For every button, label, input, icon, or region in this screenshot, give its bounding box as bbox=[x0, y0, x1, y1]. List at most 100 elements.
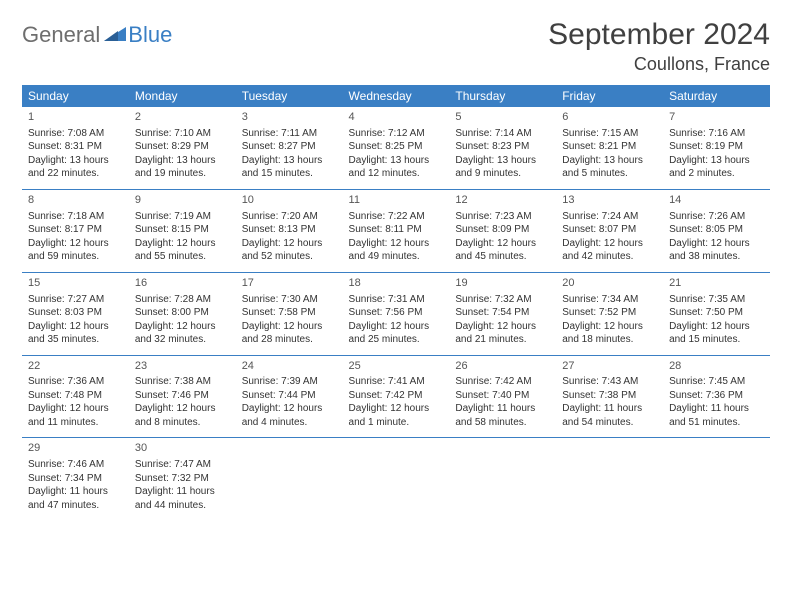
daylight-text: Daylight: 12 hours and 8 minutes. bbox=[135, 402, 230, 429]
sunrise-text: Sunrise: 7:36 AM bbox=[28, 375, 123, 389]
daylight-text: Daylight: 12 hours and 21 minutes. bbox=[455, 320, 550, 347]
calendar-cell: 14Sunrise: 7:26 AMSunset: 8:05 PMDayligh… bbox=[663, 189, 770, 272]
brand-logo: General Blue bbox=[22, 22, 172, 48]
sunrise-text: Sunrise: 7:12 AM bbox=[349, 127, 444, 141]
day-header-row: Sunday Monday Tuesday Wednesday Thursday… bbox=[22, 85, 770, 107]
calendar-cell: 22Sunrise: 7:36 AMSunset: 7:48 PMDayligh… bbox=[22, 355, 129, 438]
daylight-text: Daylight: 11 hours and 44 minutes. bbox=[135, 485, 230, 512]
sunrise-text: Sunrise: 7:23 AM bbox=[455, 210, 550, 224]
sunrise-text: Sunrise: 7:14 AM bbox=[455, 127, 550, 141]
sunset-text: Sunset: 8:03 PM bbox=[28, 306, 123, 320]
daylight-text: Daylight: 12 hours and 45 minutes. bbox=[455, 237, 550, 264]
daylight-text: Daylight: 12 hours and 35 minutes. bbox=[28, 320, 123, 347]
sunrise-text: Sunrise: 7:46 AM bbox=[28, 458, 123, 472]
sunrise-text: Sunrise: 7:38 AM bbox=[135, 375, 230, 389]
calendar-cell: 28Sunrise: 7:45 AMSunset: 7:36 PMDayligh… bbox=[663, 355, 770, 438]
sunrise-text: Sunrise: 7:19 AM bbox=[135, 210, 230, 224]
daylight-text: Daylight: 13 hours and 19 minutes. bbox=[135, 154, 230, 181]
calendar-cell: 20Sunrise: 7:34 AMSunset: 7:52 PMDayligh… bbox=[556, 272, 663, 355]
day-number: 22 bbox=[28, 359, 123, 374]
calendar-cell: 24Sunrise: 7:39 AMSunset: 7:44 PMDayligh… bbox=[236, 355, 343, 438]
daylight-text: Daylight: 11 hours and 51 minutes. bbox=[669, 402, 764, 429]
logo-triangle-icon bbox=[104, 25, 126, 46]
daylight-text: Daylight: 12 hours and 28 minutes. bbox=[242, 320, 337, 347]
calendar-cell bbox=[663, 438, 770, 520]
daylight-text: Daylight: 13 hours and 5 minutes. bbox=[562, 154, 657, 181]
day-number: 10 bbox=[242, 193, 337, 208]
day-number: 30 bbox=[135, 441, 230, 456]
sunrise-text: Sunrise: 7:35 AM bbox=[669, 293, 764, 307]
calendar-cell: 27Sunrise: 7:43 AMSunset: 7:38 PMDayligh… bbox=[556, 355, 663, 438]
day-number: 28 bbox=[669, 359, 764, 374]
calendar-cell: 2Sunrise: 7:10 AMSunset: 8:29 PMDaylight… bbox=[129, 107, 236, 189]
title-block: September 2024 Coullons, France bbox=[548, 18, 770, 75]
day-number: 2 bbox=[135, 110, 230, 125]
daylight-text: Daylight: 12 hours and 49 minutes. bbox=[349, 237, 444, 264]
sunrise-text: Sunrise: 7:08 AM bbox=[28, 127, 123, 141]
sunset-text: Sunset: 7:32 PM bbox=[135, 472, 230, 486]
header: General Blue September 2024 Coullons, Fr… bbox=[22, 18, 770, 75]
daylight-text: Daylight: 13 hours and 22 minutes. bbox=[28, 154, 123, 181]
calendar-cell: 7Sunrise: 7:16 AMSunset: 8:19 PMDaylight… bbox=[663, 107, 770, 189]
dayheader-thu: Thursday bbox=[449, 85, 556, 107]
sunrise-text: Sunrise: 7:41 AM bbox=[349, 375, 444, 389]
daylight-text: Daylight: 12 hours and 32 minutes. bbox=[135, 320, 230, 347]
day-number: 26 bbox=[455, 359, 550, 374]
sunrise-text: Sunrise: 7:26 AM bbox=[669, 210, 764, 224]
sunrise-text: Sunrise: 7:43 AM bbox=[562, 375, 657, 389]
sunrise-text: Sunrise: 7:30 AM bbox=[242, 293, 337, 307]
logo-text-general: General bbox=[22, 22, 100, 48]
sunrise-text: Sunrise: 7:45 AM bbox=[669, 375, 764, 389]
calendar-cell: 10Sunrise: 7:20 AMSunset: 8:13 PMDayligh… bbox=[236, 189, 343, 272]
calendar-cell bbox=[556, 438, 663, 520]
calendar-cell: 9Sunrise: 7:19 AMSunset: 8:15 PMDaylight… bbox=[129, 189, 236, 272]
day-number: 17 bbox=[242, 276, 337, 291]
calendar-week-row: 1Sunrise: 7:08 AMSunset: 8:31 PMDaylight… bbox=[22, 107, 770, 189]
daylight-text: Daylight: 12 hours and 18 minutes. bbox=[562, 320, 657, 347]
calendar-cell: 1 Sunrise: 7:08 AMSunset: 8:31 PMDaylight… bbox=[22, 107, 129, 189]
day-number: 25 bbox=[349, 359, 444, 374]
sunrise-text: Sunrise: 7:31 AM bbox=[349, 293, 444, 307]
day-number: 23 bbox=[135, 359, 230, 374]
sunrise-text: Sunrise: 7:20 AM bbox=[242, 210, 337, 224]
daylight-text: Daylight: 12 hours and 11 minutes. bbox=[28, 402, 123, 429]
sunrise-text: Sunrise: 7:24 AM bbox=[562, 210, 657, 224]
sunrise-text: Sunrise: 7:39 AM bbox=[242, 375, 337, 389]
calendar-cell: 15Sunrise: 7:27 AMSunset: 8:03 PMDayligh… bbox=[22, 272, 129, 355]
daylight-text: Daylight: 12 hours and 4 minutes. bbox=[242, 402, 337, 429]
calendar-cell: 25Sunrise: 7:41 AMSunset: 7:42 PMDayligh… bbox=[343, 355, 450, 438]
dayheader-mon: Monday bbox=[129, 85, 236, 107]
sunrise-text: Sunrise: 7:22 AM bbox=[349, 210, 444, 224]
sunrise-text: Sunrise: 7:42 AM bbox=[455, 375, 550, 389]
daylight-text: Daylight: 11 hours and 58 minutes. bbox=[455, 402, 550, 429]
sunset-text: Sunset: 8:09 PM bbox=[455, 223, 550, 237]
page-title: September 2024 bbox=[548, 18, 770, 52]
day-number: 1 bbox=[28, 110, 123, 125]
calendar-cell: 4Sunrise: 7:12 AMSunset: 8:25 PMDaylight… bbox=[343, 107, 450, 189]
sunset-text: Sunset: 7:56 PM bbox=[349, 306, 444, 320]
sunset-text: Sunset: 7:58 PM bbox=[242, 306, 337, 320]
sunset-text: Sunset: 7:40 PM bbox=[455, 389, 550, 403]
day-number: 27 bbox=[562, 359, 657, 374]
sunset-text: Sunset: 7:42 PM bbox=[349, 389, 444, 403]
calendar-cell: 18Sunrise: 7:31 AMSunset: 7:56 PMDayligh… bbox=[343, 272, 450, 355]
sunset-text: Sunset: 8:21 PM bbox=[562, 140, 657, 154]
sunset-text: Sunset: 8:07 PM bbox=[562, 223, 657, 237]
calendar-cell bbox=[449, 438, 556, 520]
day-number: 14 bbox=[669, 193, 764, 208]
sunrise-text: Sunrise: 7:34 AM bbox=[562, 293, 657, 307]
dayheader-fri: Friday bbox=[556, 85, 663, 107]
daylight-text: Daylight: 13 hours and 2 minutes. bbox=[669, 154, 764, 181]
sunset-text: Sunset: 8:23 PM bbox=[455, 140, 550, 154]
sunset-text: Sunset: 8:05 PM bbox=[669, 223, 764, 237]
day-number: 19 bbox=[455, 276, 550, 291]
sunset-text: Sunset: 8:31 PM bbox=[28, 140, 123, 154]
sunrise-text: Sunrise: 7:10 AM bbox=[135, 127, 230, 141]
sunset-text: Sunset: 7:44 PM bbox=[242, 389, 337, 403]
sunset-text: Sunset: 8:25 PM bbox=[349, 140, 444, 154]
calendar-cell: 17 Sunrise: 7:30 AMSunset: 7:58 PMDayligh… bbox=[236, 272, 343, 355]
sunrise-text: Sunrise: 7:28 AM bbox=[135, 293, 230, 307]
day-number: 18 bbox=[349, 276, 444, 291]
calendar-cell: 21Sunrise: 7:35 AMSunset: 7:50 PMDayligh… bbox=[663, 272, 770, 355]
calendar-cell: 29Sunrise: 7:46 AMSunset: 7:34 PMDayligh… bbox=[22, 438, 129, 520]
